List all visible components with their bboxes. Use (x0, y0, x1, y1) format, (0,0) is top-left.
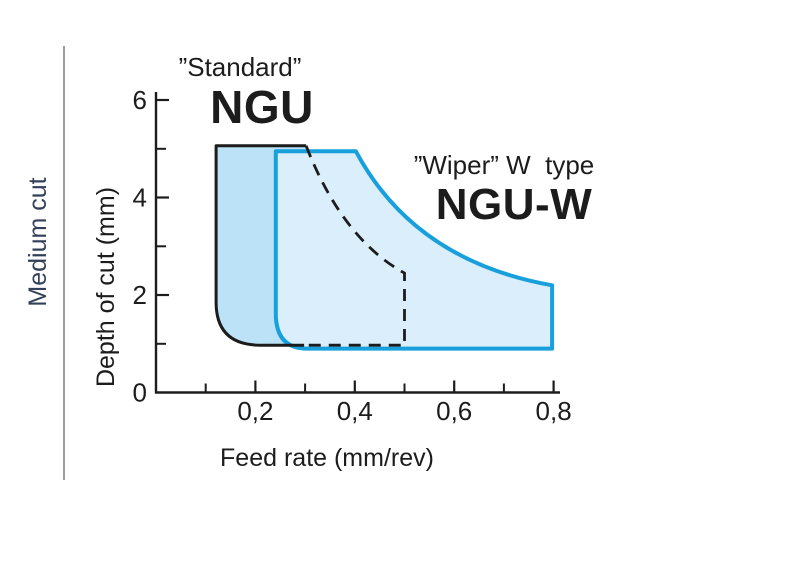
region-ngu-w (273, 149, 555, 351)
region-ngu-solid-boundary (214, 144, 307, 347)
x-tick-label: 0,4 (337, 396, 373, 426)
y-tick-label: 0 (133, 378, 147, 408)
y-tick-label: 2 (133, 280, 147, 310)
x-tick-label: 0,8 (536, 396, 572, 426)
row-label-medium-cut: Medium cut (24, 177, 52, 307)
x-tick-label: 0,6 (436, 396, 472, 426)
chart-regions (214, 144, 555, 351)
y-tick-label: 6 (133, 85, 147, 115)
x-axis-title: Feed rate (mm/rev) (220, 444, 434, 472)
ngu-w-series-name: NGU-W (435, 180, 593, 229)
y-axis-title: Depth of cut (mm) (92, 186, 120, 388)
ngu-standard-sublabel: ”Standard” (178, 52, 302, 82)
region-ngu-dashed-boundary (302, 145, 406, 347)
ngu-w-wiper-sublabel: ”Wiper” W type (413, 150, 595, 180)
x-tick-label: 0,2 (237, 396, 273, 426)
chart-axes (154, 92, 560, 394)
y-tick-label: 4 (133, 183, 147, 213)
chart-tick-labels: 0,2 0,4 0,6 0,8 0 2 4 6 (133, 85, 572, 426)
ngu-series-name: NGU (210, 81, 314, 133)
